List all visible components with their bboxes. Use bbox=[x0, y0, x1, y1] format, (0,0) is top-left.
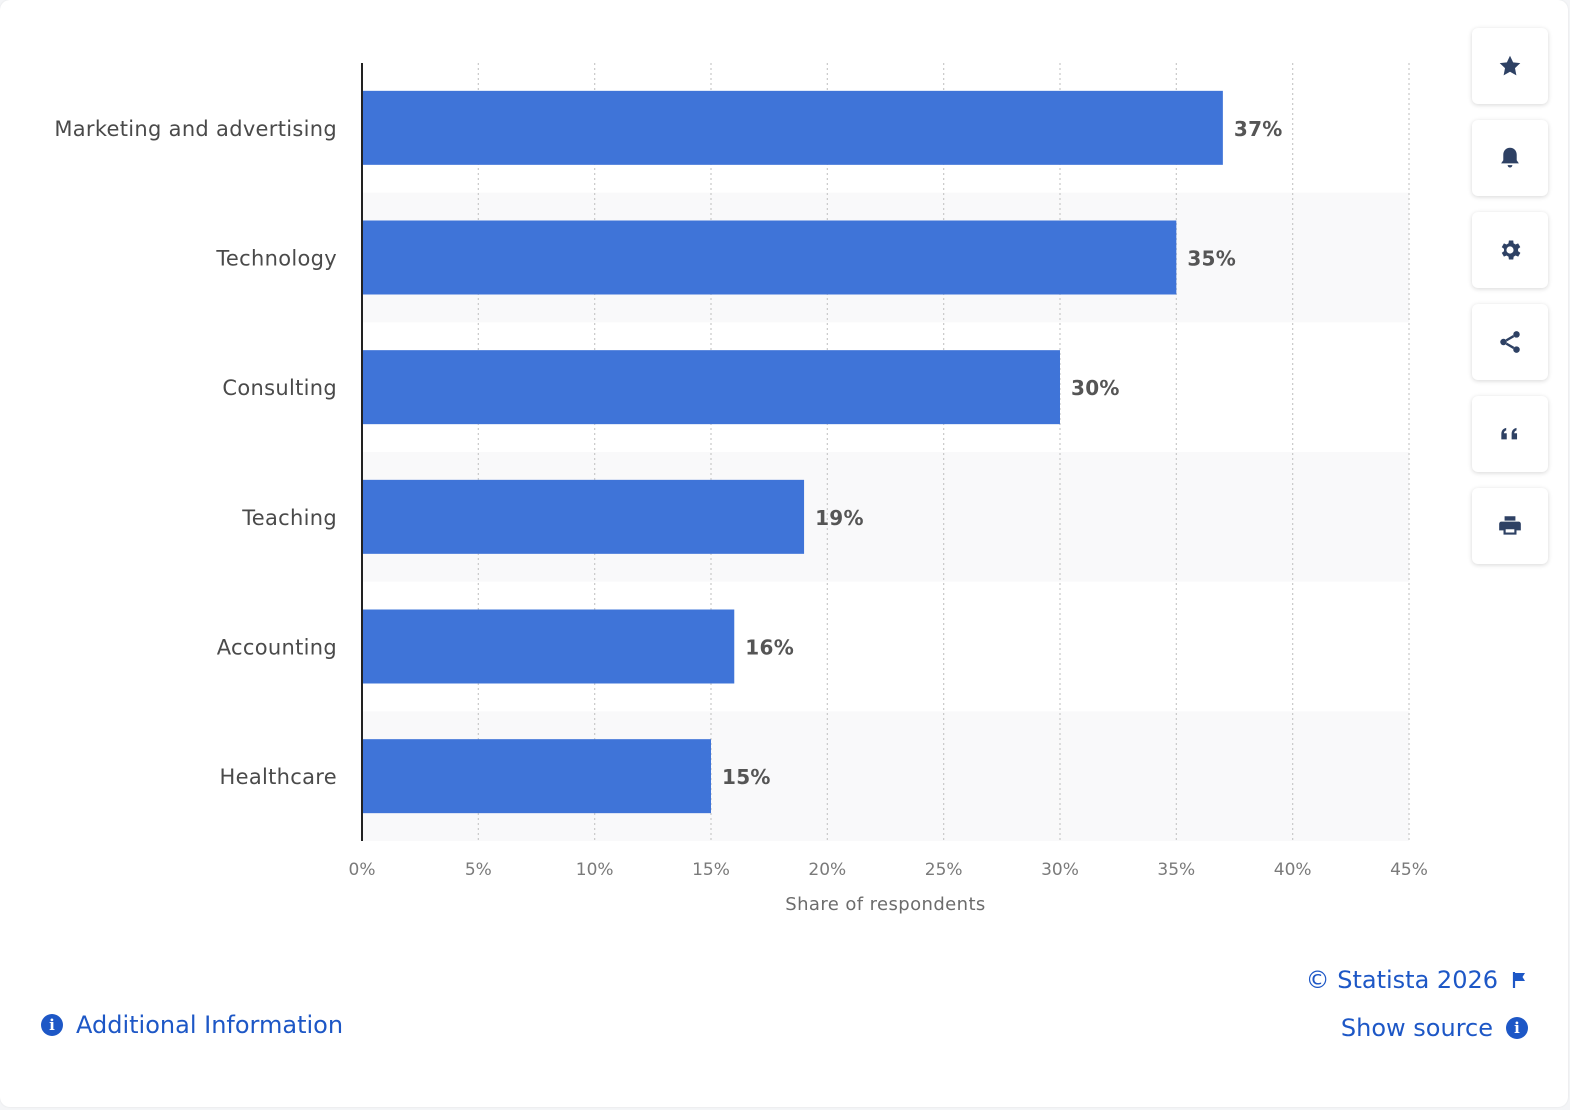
bell-icon bbox=[1501, 147, 1519, 168]
quote-icon bbox=[1501, 427, 1518, 440]
x-tick-label: 20% bbox=[808, 860, 846, 880]
statista-copyright-link[interactable]: © Statista 2026 bbox=[1306, 966, 1528, 994]
bar[interactable] bbox=[362, 479, 805, 554]
data-label: 15% bbox=[722, 765, 771, 789]
category-labels: Marketing and advertising Technology Consu… bbox=[54, 117, 337, 789]
bars bbox=[362, 90, 1223, 814]
settings-button[interactable] bbox=[1472, 212, 1548, 288]
x-tick-label: 30% bbox=[1041, 860, 1079, 880]
additional-information-link[interactable]: i Additional Information bbox=[41, 1011, 343, 1039]
additional-information-label: Additional Information bbox=[76, 1011, 344, 1039]
gear-icon bbox=[1501, 240, 1521, 260]
share-button[interactable] bbox=[1472, 304, 1548, 380]
copyright-label: © Statista 2026 bbox=[1305, 966, 1498, 994]
x-tick-label: 5% bbox=[465, 860, 492, 880]
x-tick-label: 40% bbox=[1274, 860, 1312, 880]
print-button[interactable] bbox=[1472, 488, 1548, 564]
category-label: Consulting bbox=[222, 376, 337, 400]
data-label: 16% bbox=[745, 636, 794, 660]
bar[interactable] bbox=[362, 220, 1177, 295]
category-label: Technology bbox=[215, 247, 337, 271]
data-label: 30% bbox=[1071, 376, 1120, 400]
bar[interactable] bbox=[362, 609, 735, 684]
category-label: Accounting bbox=[217, 636, 337, 660]
category-label: Healthcare bbox=[220, 765, 337, 789]
bar[interactable] bbox=[362, 90, 1223, 165]
category-label: Teaching bbox=[241, 506, 337, 530]
flag-icon bbox=[1512, 972, 1525, 988]
x-tick-label: 15% bbox=[692, 860, 730, 880]
printer-icon bbox=[1499, 516, 1521, 535]
data-label: 37% bbox=[1234, 117, 1283, 141]
x-tick-label: 10% bbox=[576, 860, 614, 880]
x-axis-title: Share of respondents bbox=[785, 894, 985, 915]
cite-button[interactable] bbox=[1472, 396, 1548, 472]
notification-button[interactable] bbox=[1472, 120, 1548, 196]
show-source-link[interactable]: Show source i bbox=[1341, 1014, 1528, 1042]
favorite-button[interactable] bbox=[1472, 28, 1548, 104]
info-icon: i bbox=[41, 1014, 63, 1036]
x-tick-label: 35% bbox=[1157, 860, 1195, 880]
value-labels: 37% 35% 30% 19% 16% 15% bbox=[722, 117, 1283, 789]
data-label: 19% bbox=[815, 506, 864, 530]
bar[interactable] bbox=[362, 739, 711, 814]
x-tick-labels: 0% 5% 10% 15% 20% 25% 30% 35% 40% 45% bbox=[349, 860, 1428, 880]
x-tick-label: 45% bbox=[1390, 860, 1428, 880]
x-tick-label: 0% bbox=[349, 860, 376, 880]
data-label: 35% bbox=[1187, 247, 1236, 271]
bar[interactable] bbox=[362, 350, 1060, 425]
star-icon bbox=[1499, 55, 1521, 76]
share-icon bbox=[1500, 331, 1520, 353]
info-icon: i bbox=[1506, 1017, 1528, 1039]
x-tick-label: 25% bbox=[925, 860, 963, 880]
row-bands bbox=[362, 192, 1409, 841]
category-label: Marketing and advertising bbox=[54, 117, 337, 141]
show-source-label: Show source bbox=[1340, 1014, 1493, 1042]
